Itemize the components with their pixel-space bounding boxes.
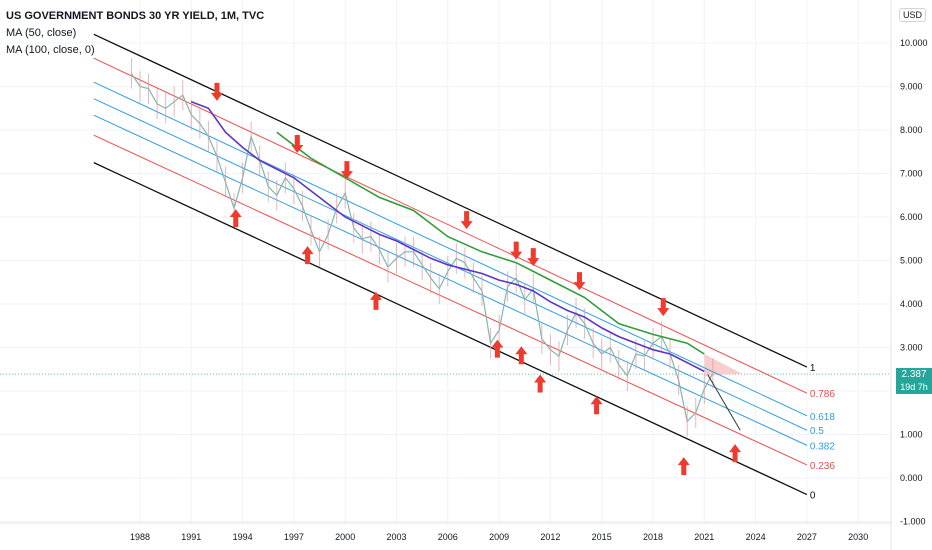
arrow-down: [210, 82, 223, 101]
x-tick-label: 1988: [130, 532, 150, 542]
arrow-up: [729, 444, 742, 463]
chart-title: US GOVERNMENT BONDS 30 YR YIELD, 1M, TVC: [6, 10, 265, 22]
fib-line-6: [93, 162, 808, 496]
x-tick-label: 2003: [386, 532, 406, 542]
indicator-ma100-label: MA (100, close, 0): [6, 44, 95, 56]
y-tick-label: 8.000: [900, 125, 923, 135]
arrow-down: [573, 272, 586, 291]
x-tick-label: 1994: [233, 532, 253, 542]
fib-line-3: [93, 98, 808, 431]
arrow-down: [340, 161, 353, 180]
arrow-up: [369, 291, 382, 310]
target-zone: [704, 354, 742, 376]
signal-arrows: [210, 82, 742, 476]
x-tick-label: 2027: [797, 532, 817, 542]
ma50-line: [276, 131, 705, 355]
y-tick-label: 6.000: [900, 212, 923, 222]
y-tick-label: 0.000: [900, 473, 923, 483]
arrow-down: [510, 241, 523, 260]
price-badge-countdown: 19d 7h: [900, 382, 928, 392]
y-tick-label: 10.000: [900, 38, 928, 48]
arrow-up: [534, 374, 547, 393]
arrow-up: [491, 339, 504, 358]
ma100-line: [191, 100, 705, 373]
currency-button[interactable]: USD: [898, 8, 926, 22]
fib-level-label: 0.236: [810, 461, 835, 472]
y-tick-label: 4.000: [900, 299, 923, 309]
fib-level-label: 0.618: [810, 412, 835, 423]
projection-line: [707, 374, 741, 431]
fib-line-1: [93, 57, 808, 394]
x-tick-label: 2024: [746, 532, 766, 542]
arrow-up: [229, 209, 242, 228]
x-tick-label: 2015: [592, 532, 612, 542]
x-tick-label: 2012: [540, 532, 560, 542]
x-tick-label: 1997: [284, 532, 304, 542]
fib-line-5: [93, 134, 808, 466]
x-tick-label: 2018: [643, 532, 663, 542]
grid-lines: [0, 0, 891, 523]
indicator-ma50-label: MA (50, close): [6, 27, 77, 39]
arrow-down: [657, 298, 670, 317]
series-lines: [130, 58, 741, 437]
price-badge-value: 2.387: [901, 369, 927, 380]
fib-line-0: [93, 33, 808, 368]
fib-level-label: 0.5: [810, 426, 824, 437]
arrow-down: [527, 248, 540, 267]
indicator-ma50[interactable]: MA (50, close): [6, 25, 264, 42]
x-tick-label: 2030: [848, 532, 868, 542]
y-tick-label: 9.000: [900, 82, 923, 92]
x-tick-label: 2000: [335, 532, 355, 542]
price-badge: 2.387 19d 7h: [896, 368, 932, 394]
chart-legend: US GOVERNMENT BONDS 30 YR YIELD, 1M, TVC…: [6, 8, 264, 59]
x-tick-label: 2009: [489, 532, 509, 542]
fib-level-label: 0: [810, 491, 816, 502]
y-tick-label: 5.000: [900, 256, 923, 266]
x-tick-label: 2006: [438, 532, 458, 542]
arrow-up: [590, 396, 603, 415]
y-tick-label: 1.000: [900, 430, 923, 440]
fib-level-label: 0.786: [810, 389, 835, 400]
y-tick-label: -1.000: [900, 517, 926, 527]
price-series-line: [130, 73, 714, 423]
fib-line-2: [93, 81, 808, 417]
arrow-down: [291, 135, 304, 154]
fib-level-label: 0.382: [810, 441, 835, 452]
arrow-up: [301, 246, 314, 265]
target-zone-shape: [704, 354, 742, 376]
y-tick-label: 7.000: [900, 169, 923, 179]
arrow-down: [460, 211, 473, 230]
fib-channel: 1 0.786 0.618 0.5 0.382 0.236 0: [93, 33, 835, 502]
x-tick-label: 1991: [181, 532, 201, 542]
fib-line-4: [93, 114, 808, 446]
arrow-up: [677, 457, 690, 476]
y-tick-label: 3.000: [900, 343, 923, 353]
arrow-up: [515, 346, 528, 365]
fib-level-label: 1: [810, 363, 816, 374]
x-tick-label: 2021: [694, 532, 714, 542]
indicator-ma100[interactable]: MA (100, close, 0): [6, 42, 264, 59]
